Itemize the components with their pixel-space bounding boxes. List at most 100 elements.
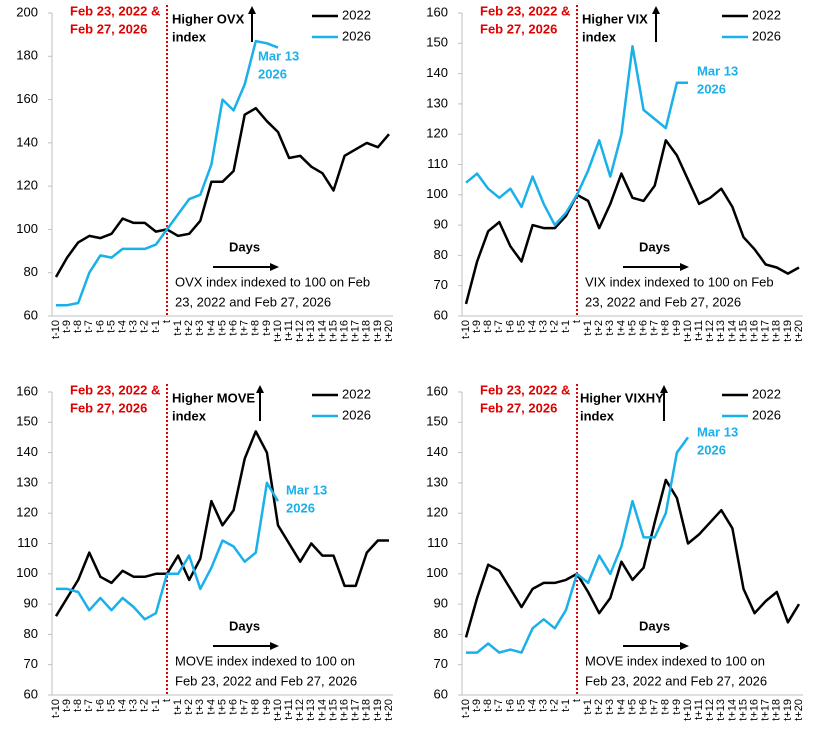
x-tick-label: t+14: [726, 699, 738, 721]
x-tick-label: t+6: [228, 699, 240, 715]
x-tick-label: t+16: [749, 320, 761, 342]
y-tick-label: 90: [24, 596, 38, 611]
y-tick-label: 130: [426, 95, 448, 110]
x-tick-label: t-2: [549, 699, 561, 712]
x-tick-label: t+9: [261, 699, 273, 715]
x-tick-label: t+1: [172, 699, 184, 715]
x-tick-label: t-10: [460, 320, 472, 339]
note: 23, 2022 and Feb 27, 2026: [175, 294, 331, 309]
y-tick-label: 100: [426, 565, 448, 580]
event-date: Feb 23, 2022 &: [480, 382, 570, 397]
x-tick-label: t-4: [117, 699, 129, 712]
y-tick-label: 80: [24, 264, 38, 279]
x-tick-label: t-9: [61, 699, 73, 712]
event-date: Feb 23, 2022 &: [70, 3, 160, 18]
x-tick-label: t+5: [216, 699, 228, 715]
y-tick-label: 140: [426, 65, 448, 80]
x-tick-label: t+10: [272, 320, 284, 342]
last-date: 2026: [697, 81, 726, 96]
x-tick-label: t+12: [704, 699, 716, 721]
last-date: 2026: [286, 500, 315, 515]
y-tick-label: 160: [426, 4, 448, 19]
legend-label: 2026: [752, 28, 781, 43]
x-tick-label: t+20: [383, 699, 395, 721]
x-tick-label: t+12: [294, 699, 306, 721]
x-tick-label: t+20: [793, 699, 805, 721]
y-tick-label: 200: [16, 4, 38, 19]
right-arrowhead: [680, 642, 689, 650]
x-tick-label: t+6: [228, 320, 240, 336]
x-tick-label: t-6: [94, 699, 106, 712]
x-tick-label: t-9: [61, 320, 73, 333]
x-tick-label: t+10: [272, 699, 284, 721]
legend-label: 2022: [752, 7, 781, 22]
x-tick-label: t+12: [294, 320, 306, 342]
x-tick-label: t-3: [128, 699, 140, 712]
x-tick-label: t+18: [771, 699, 783, 721]
x-tick-label: t+3: [604, 699, 616, 715]
last-date: Mar 13: [697, 424, 738, 439]
x-tick-label: t+2: [593, 320, 605, 336]
x-tick-label: t+17: [760, 320, 772, 342]
legend-label: 2022: [342, 7, 371, 22]
x-tick-label: t-8: [482, 699, 494, 712]
y-tick-label: 140: [16, 134, 38, 149]
x-tick-label: t+19: [782, 699, 794, 721]
event-date: Feb 27, 2026: [70, 400, 147, 415]
x-tick-label: t-7: [83, 699, 95, 712]
y-tick-label: 160: [16, 91, 38, 106]
x-tick-label: t+17: [350, 699, 362, 721]
x-tick-label: t: [571, 699, 583, 702]
last-date: Mar 13: [697, 63, 738, 78]
y-tick-label: 120: [426, 126, 448, 141]
x-tick-label: t+4: [615, 699, 627, 715]
x-tick-label: t+13: [305, 699, 317, 721]
x-tick-label: t+5: [216, 320, 228, 336]
x-tick-label: t-8: [482, 320, 494, 333]
x-tick-label: t+7: [649, 699, 661, 715]
legend-label: 2026: [342, 28, 371, 43]
y-tick-label: 150: [426, 414, 448, 429]
series-line: [466, 436, 690, 654]
x-direction-label: Days: [639, 239, 670, 254]
event-date: Feb 23, 2022 &: [480, 3, 570, 18]
x-tick-label: t+19: [372, 699, 384, 721]
x-tick-label: t+4: [615, 320, 627, 336]
x-tick-label: t+15: [737, 320, 749, 342]
x-tick-label: t+16: [339, 320, 351, 342]
direction-label: index: [582, 29, 617, 44]
y-tick-label: 90: [434, 596, 448, 611]
direction-label: Higher VIXHY: [580, 390, 664, 405]
event-date: Feb 27, 2026: [480, 400, 557, 415]
x-tick-label: t-10: [460, 699, 472, 718]
y-tick-label: 100: [16, 221, 38, 236]
y-tick-label: 120: [426, 505, 448, 520]
right-arrowhead: [270, 642, 279, 650]
x-tick-label: t+10: [682, 699, 694, 721]
x-tick-label: t+6: [638, 320, 650, 336]
y-tick-label: 160: [426, 383, 448, 398]
right-arrowhead: [680, 263, 689, 271]
series-line: [464, 139, 800, 305]
x-tick-label: t+20: [793, 320, 805, 342]
y-tick-label: 140: [16, 444, 38, 459]
x-tick-label: t-10: [50, 699, 62, 718]
y-tick-label: 120: [16, 178, 38, 193]
note: MOVE index indexed to 100 on: [585, 653, 765, 668]
x-tick-label: t-4: [527, 699, 539, 712]
x-tick-label: t+14: [316, 320, 328, 342]
x-tick-label: t+2: [183, 320, 195, 336]
y-tick-label: 80: [434, 626, 448, 641]
right-arrowhead: [270, 263, 279, 271]
y-tick-label: 110: [427, 535, 448, 550]
y-tick-label: 70: [434, 277, 448, 292]
x-tick-label: t+1: [172, 320, 184, 336]
x-direction-label: Days: [229, 618, 260, 633]
x-tick-label: t+13: [715, 320, 727, 342]
x-tick-label: t+11: [283, 320, 295, 341]
x-tick-label: t-8: [72, 320, 84, 333]
x-tick-label: t-3: [128, 320, 140, 333]
y-tick-label: 60: [24, 307, 38, 322]
